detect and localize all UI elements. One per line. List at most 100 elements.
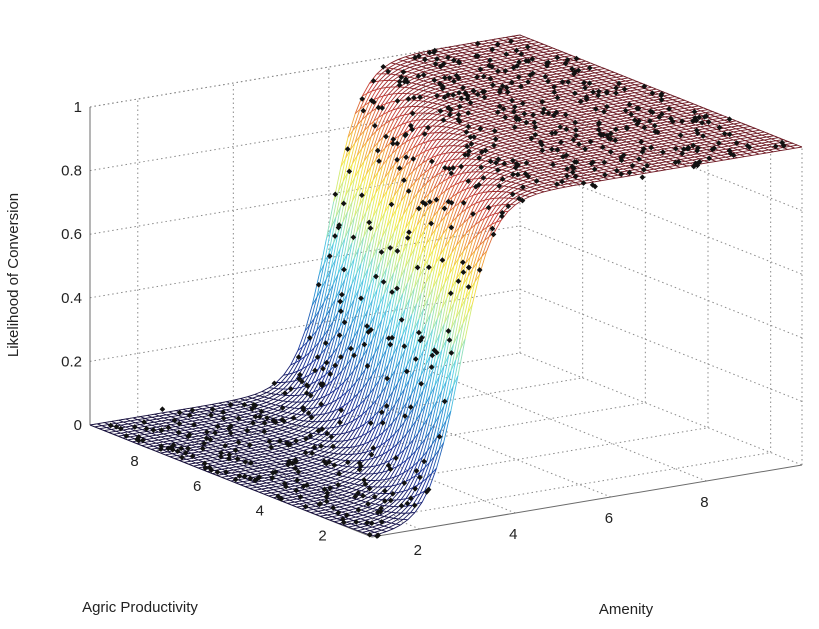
mesh-line <box>435 205 444 230</box>
mesh-line <box>388 63 396 69</box>
mesh-line <box>577 92 585 95</box>
mesh-line <box>378 471 383 474</box>
mesh-line <box>469 129 478 133</box>
mesh-line <box>638 108 647 112</box>
mesh-line <box>296 431 304 436</box>
mesh-line <box>623 82 631 85</box>
mesh-line <box>191 460 197 464</box>
mesh-line <box>498 36 506 40</box>
mesh-line <box>418 244 427 278</box>
mesh-line <box>329 518 337 521</box>
mesh-line <box>353 304 362 338</box>
mesh-line <box>645 131 653 134</box>
mesh-line <box>343 523 352 526</box>
mesh-line <box>393 170 402 197</box>
mesh-line <box>276 460 284 463</box>
mesh-line <box>630 81 638 84</box>
mesh-line <box>485 157 493 162</box>
mesh-line <box>179 452 185 455</box>
mesh-line <box>404 340 410 351</box>
mesh-line <box>358 252 367 290</box>
mesh-line <box>394 439 403 458</box>
mesh-line <box>586 120 594 123</box>
mesh-line <box>447 86 455 89</box>
mesh-line <box>226 399 234 403</box>
mesh-line <box>193 457 199 461</box>
mesh-line <box>336 424 345 435</box>
mesh-line <box>605 127 613 130</box>
mesh-line <box>472 220 481 240</box>
mesh-line <box>442 67 451 71</box>
mesh-line <box>465 289 471 300</box>
mesh-line <box>156 434 162 438</box>
mesh-line <box>376 80 384 90</box>
mesh-line <box>515 180 524 184</box>
mesh-line <box>343 358 352 383</box>
mesh-line <box>429 114 438 120</box>
mesh-line <box>250 454 258 457</box>
mesh-line <box>432 90 441 94</box>
mesh-line <box>291 450 297 454</box>
mesh-line <box>195 462 201 466</box>
mesh-line <box>576 116 585 119</box>
mesh-line <box>726 123 734 126</box>
mesh-line <box>382 470 388 473</box>
mesh-line <box>260 426 266 430</box>
mesh-line <box>347 472 355 478</box>
mesh-line <box>368 496 374 499</box>
mesh-line <box>500 49 508 52</box>
mesh-line <box>341 376 350 397</box>
mesh-line <box>659 121 668 124</box>
mesh-line <box>151 415 160 418</box>
mesh-line <box>351 247 360 285</box>
mesh-line <box>425 83 434 87</box>
mesh-line <box>275 492 284 496</box>
mesh-line <box>245 397 253 401</box>
mesh-line <box>149 418 157 421</box>
mesh-line <box>221 460 227 464</box>
mesh-line <box>155 441 164 444</box>
mesh-line <box>502 132 511 135</box>
mesh-line <box>221 476 227 480</box>
mesh-line <box>344 499 350 503</box>
mesh-line <box>711 157 719 160</box>
mesh-line <box>208 421 217 425</box>
mesh-line <box>461 208 467 214</box>
mesh-line <box>394 396 401 405</box>
mesh-line <box>517 129 525 132</box>
mesh-line <box>258 436 266 440</box>
mesh-line <box>524 43 532 46</box>
mesh-line <box>648 104 656 107</box>
mesh-line <box>156 425 164 428</box>
mesh-line <box>229 435 235 439</box>
mesh-line <box>538 56 546 59</box>
mesh-line <box>444 252 453 284</box>
mesh-line <box>472 125 480 129</box>
mesh-line <box>431 132 440 141</box>
mesh-line <box>460 108 469 112</box>
mesh-line <box>326 446 332 448</box>
mesh-line <box>441 102 450 106</box>
mesh-line <box>675 163 683 166</box>
mesh-line <box>628 137 636 140</box>
mesh-line <box>565 100 573 103</box>
mesh-line <box>563 103 571 106</box>
mesh-line <box>544 164 552 168</box>
mesh-line <box>623 143 632 146</box>
mesh-line <box>672 166 681 170</box>
mesh-line <box>381 203 390 238</box>
mesh-line <box>360 496 369 502</box>
mesh-line <box>369 367 378 394</box>
mesh-line <box>215 436 223 439</box>
mesh-line <box>341 414 347 418</box>
mesh-line <box>336 405 345 419</box>
mesh-line <box>477 199 486 213</box>
mesh-line <box>507 48 515 51</box>
mesh-line <box>489 191 498 200</box>
mesh-line <box>426 456 435 479</box>
mesh-line <box>552 155 560 158</box>
mesh-line <box>602 70 610 73</box>
mesh-line <box>326 452 335 458</box>
mesh-line <box>360 500 366 503</box>
mesh-line <box>255 464 263 467</box>
